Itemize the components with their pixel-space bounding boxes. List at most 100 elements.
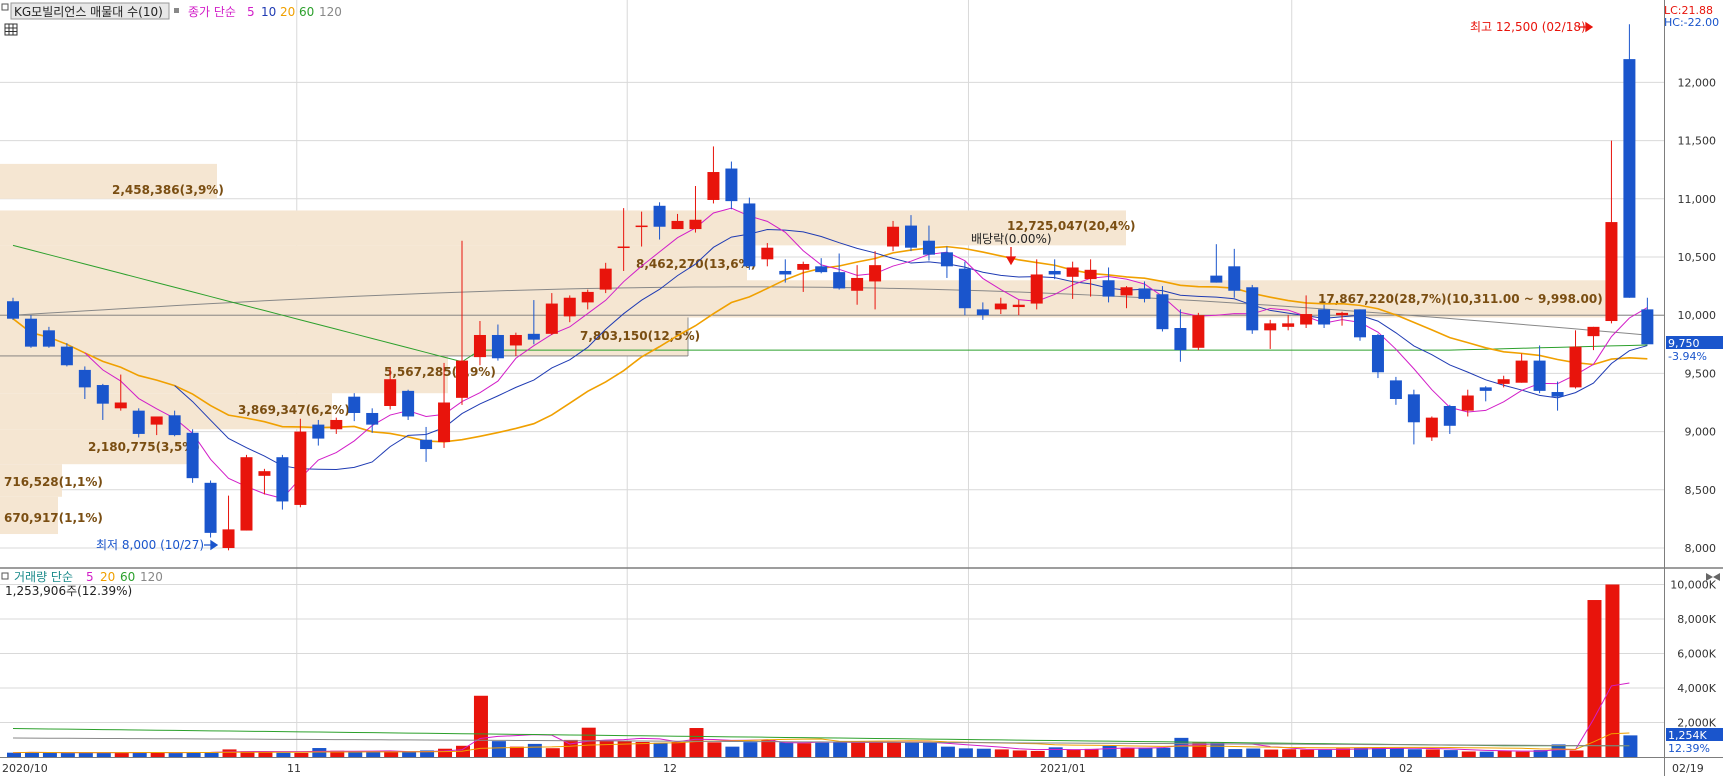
- volume-profile-bar: [0, 355, 448, 394]
- candle-body: [1030, 274, 1043, 304]
- volume-bar: [1587, 600, 1602, 757]
- low-annotation: 최저 8,000 (10/27): [96, 538, 219, 552]
- volume-bar: [725, 746, 740, 757]
- volume-profile-bar: [0, 393, 332, 430]
- candle-body: [473, 334, 486, 358]
- volume-profile-label: 670,917(1,1%): [4, 511, 103, 525]
- volume-bar: [60, 753, 75, 757]
- candle-body: [78, 369, 91, 388]
- candle-body: [491, 334, 504, 359]
- volume-bar: [1102, 745, 1117, 757]
- volume-profile-label: 2,180,775(3,5%): [88, 440, 200, 454]
- volume-bar: [204, 752, 219, 757]
- volume-bar: [258, 752, 273, 757]
- dividend-label: 배당락(0.00%): [971, 232, 1052, 246]
- candle-body: [1300, 314, 1313, 325]
- candle-body: [420, 439, 433, 450]
- volume-bar: [833, 742, 848, 757]
- candle-body: [1641, 309, 1654, 345]
- current-price-pct: -3.94%: [1668, 350, 1707, 363]
- candle-body: [671, 220, 684, 230]
- candle-body: [545, 303, 558, 334]
- candle-body: [1425, 417, 1438, 438]
- candle-body: [743, 203, 756, 267]
- volume-tick-label: 2,000K: [1677, 717, 1716, 730]
- ma20-period: 20: [280, 5, 295, 19]
- volume-bar: [851, 741, 866, 757]
- candle-body: [635, 225, 648, 228]
- volume-moving-averages: [12, 682, 1630, 754]
- candle-body: [1048, 270, 1061, 275]
- candle-body: [348, 396, 361, 413]
- candle-body: [563, 297, 576, 317]
- candle-body: [1282, 323, 1295, 327]
- price-tick-label: 10,000: [1678, 309, 1717, 322]
- symbol-box[interactable]: [10, 2, 170, 20]
- candle-body: [1264, 323, 1277, 331]
- volume-bar: [186, 751, 201, 757]
- candle-body: [1623, 59, 1636, 298]
- vol-ma5-period: 5: [86, 570, 94, 584]
- volume-bar: [1156, 747, 1171, 757]
- volume-value: 1,253,906주(12.39%): [5, 584, 132, 598]
- candle-body: [168, 415, 181, 436]
- volume-current-tag: 1,254K 12.39%: [1666, 728, 1723, 755]
- candle-body: [1354, 309, 1366, 338]
- price-tick-label: 9,000: [1685, 426, 1717, 439]
- candle-body: [689, 219, 702, 230]
- candle-body: [384, 379, 397, 406]
- volume-bar: [1012, 750, 1027, 757]
- ma10-line: [174, 229, 1648, 471]
- volume-bar: [707, 742, 722, 757]
- candle-body: [1012, 304, 1025, 308]
- volume-bar: [527, 743, 542, 757]
- candle-body: [1407, 394, 1420, 423]
- volume-bar: [869, 741, 884, 757]
- volume-bar: [473, 695, 488, 757]
- candle-body: [1210, 275, 1223, 283]
- collapse-arrow-icon[interactable]: [1706, 573, 1720, 581]
- volume-bar: [545, 748, 560, 757]
- volume-bar: [958, 748, 973, 757]
- candle-body: [1533, 360, 1546, 391]
- candle-body: [869, 265, 882, 282]
- volume-bar: [1174, 737, 1189, 757]
- candle-body: [1336, 312, 1349, 316]
- volume-profile-label: 716,528(1,1%): [4, 475, 103, 489]
- candle-body: [132, 410, 145, 434]
- candlesticks: [7, 24, 1654, 551]
- candle-body: [617, 246, 630, 249]
- candle-body: [1174, 328, 1187, 351]
- x-tick-label: 2020/10: [2, 762, 48, 775]
- price-tick-label: 12,000: [1678, 76, 1717, 89]
- candle-body: [330, 419, 343, 430]
- candle-body: [922, 240, 935, 255]
- table-icon[interactable]: [4, 23, 18, 36]
- volume-ma-label: 거래량 단순: [14, 570, 73, 584]
- lc-value: LC:21.88: [1664, 4, 1713, 17]
- candle-body: [276, 457, 289, 502]
- volume-profile-bar: [0, 496, 58, 535]
- candle-body: [1084, 269, 1097, 280]
- volume-profile-label: 3,869,347(6,2%): [238, 403, 350, 417]
- candle-body: [24, 318, 37, 347]
- volume-tick-label: 4,000K: [1677, 682, 1716, 695]
- volume-bar: [1461, 751, 1476, 757]
- volume-bar: [653, 742, 668, 757]
- volume-bar: [1354, 748, 1368, 757]
- volume-bar: [438, 748, 453, 757]
- volume-bar: [1246, 748, 1261, 757]
- candle-body: [1479, 387, 1492, 391]
- volume-profile-bar: [0, 163, 217, 199]
- candle-body: [1389, 380, 1402, 400]
- volume-bar: [815, 742, 830, 757]
- x-tick-label: 12: [663, 762, 677, 775]
- symbol-label: KG모빌리언스 매물대 수(10): [14, 5, 163, 19]
- candle-body: [1461, 395, 1474, 411]
- volume-bar: [635, 741, 650, 757]
- candle-body: [42, 330, 55, 347]
- volume-bar: [491, 741, 506, 757]
- candle-body: [994, 303, 1007, 310]
- volume-header: 거래량 단순 5 20 60 120 1,253,906주(12.39%): [1, 570, 1720, 598]
